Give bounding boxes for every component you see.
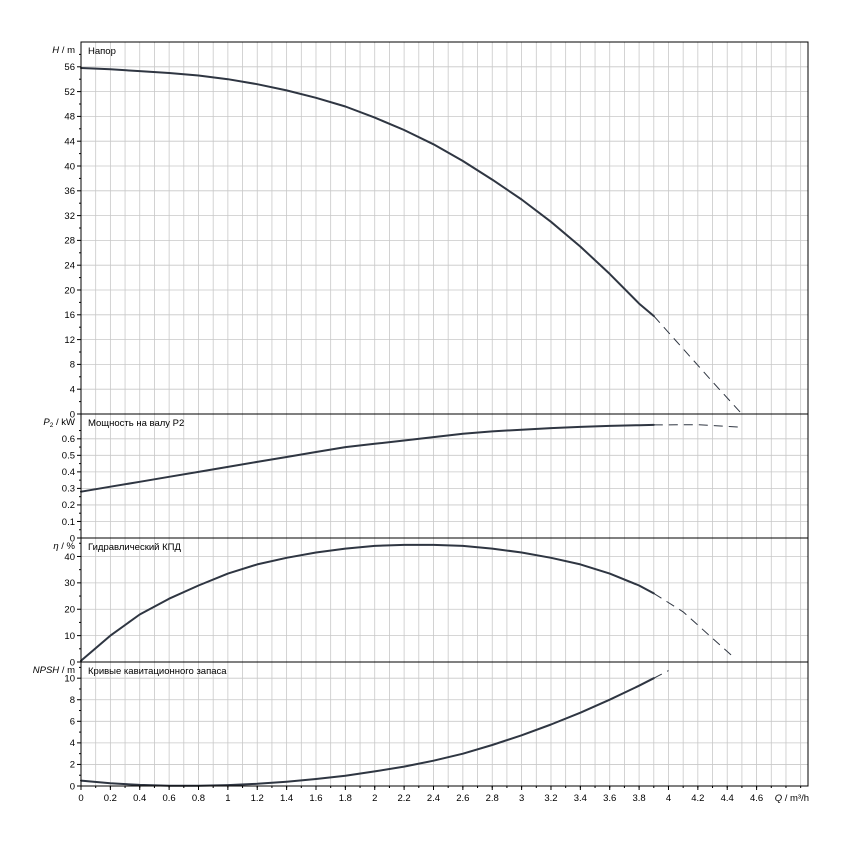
y-tick-label: 0.3	[62, 484, 75, 495]
y-tick-label: 0.4	[62, 467, 75, 478]
curve-efficiency	[80, 543, 655, 662]
y-tick-label: 40	[64, 161, 75, 172]
curve-dashed-npsh	[653, 670, 669, 679]
y-tick-label: 6	[70, 717, 75, 728]
y-axis-label-power: P2 / kW	[43, 417, 75, 429]
y-tick-label: 28	[64, 236, 75, 247]
y-tick-label: 0	[70, 657, 75, 668]
y-tick-label: 32	[64, 211, 75, 222]
x-tick-label: 3.8	[632, 793, 645, 804]
y-tick-label: 36	[64, 186, 75, 197]
panel-frame-head	[80, 41, 809, 415]
y-tick-label: 0	[70, 533, 75, 544]
y-tick-label: 10	[64, 631, 75, 642]
x-tick-label: 4	[666, 793, 671, 804]
x-tick-label: 2	[372, 793, 377, 804]
panel-title-efficiency: Гидравлический КПД	[88, 542, 181, 553]
y-axis-label-npsh: NPSH / m	[33, 665, 75, 676]
y-tick-label: 10	[64, 673, 75, 684]
y-tick-label: 8	[70, 695, 75, 706]
y-tick-label: 20	[64, 605, 75, 616]
y-tick-label: 0	[70, 409, 75, 420]
curve-npsh	[80, 677, 655, 787]
y-tick-label: 44	[64, 137, 75, 148]
x-axis-label: Q / m³/h	[775, 793, 809, 804]
y-tick-label: 56	[64, 62, 75, 73]
x-tick-label: 0.8	[192, 793, 205, 804]
curve-dashed-head	[653, 315, 743, 415]
panel-frame-npsh	[80, 661, 809, 787]
y-axis-label-head: H / m	[52, 45, 75, 56]
y-tick-label: 0.6	[62, 434, 75, 445]
y-tick-label: 12	[64, 335, 75, 346]
curve-power	[80, 423, 655, 493]
x-tick-label: 1	[225, 793, 230, 804]
panel-title-power: Мощность на валу P2	[88, 418, 184, 429]
x-tick-label: 0.6	[163, 793, 176, 804]
frame-layer	[77, 41, 809, 790]
y-tick-label: 0.2	[62, 500, 75, 511]
x-tick-label: 0.4	[133, 793, 146, 804]
x-tick-label: 2.6	[456, 793, 469, 804]
x-tick-label: 1.6	[309, 793, 322, 804]
y-tick-label: 2	[70, 760, 75, 771]
x-tick-label: 0	[78, 793, 83, 804]
panel-title-npsh: Кривые кавитационного запаса	[88, 666, 227, 677]
x-tick-label: 1.2	[251, 793, 264, 804]
y-tick-label: 4	[70, 738, 75, 749]
x-tick-label: 2.8	[486, 793, 499, 804]
x-tick-label: 3.2	[544, 793, 557, 804]
y-tick-label: 30	[64, 578, 75, 589]
x-tick-label: 4.4	[721, 793, 734, 804]
y-tick-label: 40	[64, 552, 75, 563]
y-tick-label: 16	[64, 310, 75, 321]
y-tick-label: 8	[70, 360, 75, 371]
x-tick-label: 1.4	[280, 793, 293, 804]
x-tick-label: 4.6	[750, 793, 763, 804]
y-tick-label: 52	[64, 87, 75, 98]
y-tick-label: 0.1	[62, 517, 75, 528]
y-tick-label: 48	[64, 112, 75, 123]
y-tick-label: 0.5	[62, 451, 75, 462]
x-tick-label: 3	[519, 793, 524, 804]
y-tick-label: 4	[70, 385, 75, 396]
y-axis-label-efficiency: η / %	[53, 541, 75, 552]
y-tick-label: 0	[70, 781, 75, 792]
curve-dashed-efficiency	[653, 592, 735, 659]
x-tick-label: 3.4	[574, 793, 587, 804]
x-tick-label: 3.6	[603, 793, 616, 804]
x-tick-label: 2.4	[427, 793, 440, 804]
x-tick-label: 0.2	[104, 793, 117, 804]
x-tick-label: 4.2	[691, 793, 704, 804]
x-tick-label: 2.2	[398, 793, 411, 804]
x-tick-label: 1.8	[339, 793, 352, 804]
panel-frame-power	[80, 413, 809, 539]
y-tick-label: 24	[64, 261, 75, 272]
panel-title-head: Напор	[88, 46, 116, 57]
curve-head	[80, 67, 655, 317]
y-tick-label: 20	[64, 285, 75, 296]
